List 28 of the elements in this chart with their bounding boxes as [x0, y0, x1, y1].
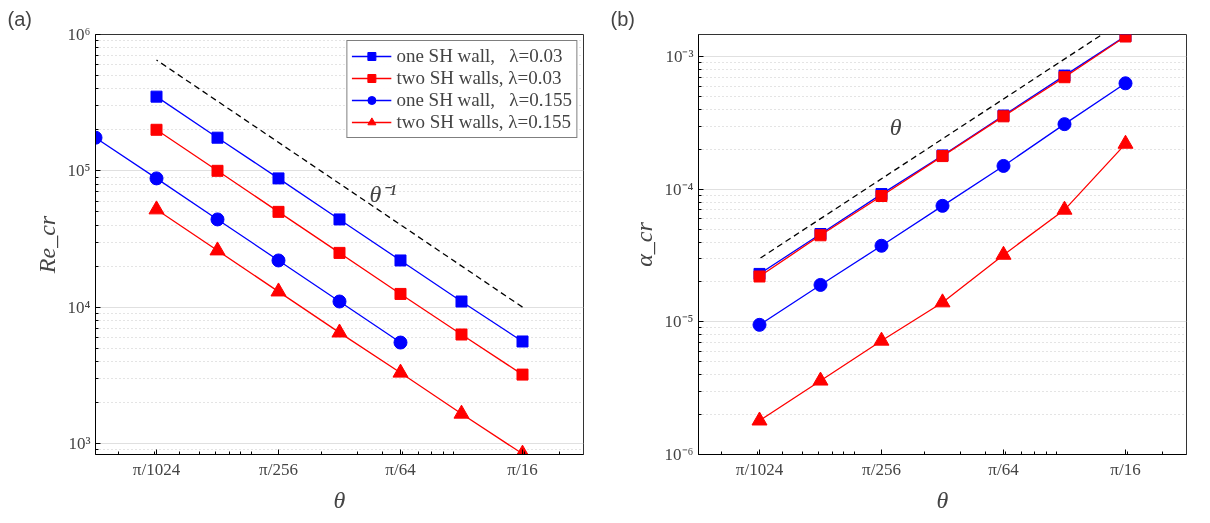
x-tick-label: π/16 — [507, 459, 538, 479]
y-tick-label: 10³ — [68, 433, 91, 453]
legend-label: one SH wall, λ=0.03 — [396, 45, 563, 67]
x-tick-label: π/1024 — [735, 459, 784, 479]
x-tick-label: π/256 — [259, 459, 298, 479]
y-tick-label: 10⁴ — [67, 297, 91, 317]
x-tick-label: π/1024 — [132, 459, 181, 479]
y-axis-title: Re_cr — [33, 215, 60, 275]
legend-label: two SH walls, λ=0.03 — [396, 67, 562, 89]
legend-label: one SH wall, λ=0.155 — [396, 89, 572, 111]
legend-label: two SH walls, λ=0.155 — [396, 111, 571, 133]
text: (b) — [610, 7, 635, 30]
y-tick-label: 10⁻⁵ — [664, 312, 694, 332]
text: (a) — [7, 7, 32, 30]
x-tick-label: π/256 — [862, 459, 901, 479]
annotation: θ⁻¹ — [369, 180, 397, 207]
x-tick-label: π/16 — [1110, 459, 1141, 479]
x-tick-label: π/64 — [988, 459, 1020, 479]
x-axis-title: θ — [936, 486, 949, 513]
y-tick-label: 10⁻³ — [665, 47, 694, 67]
x-tick-label: π/64 — [385, 459, 417, 479]
y-tick-label: 10⁻⁶ — [664, 445, 694, 464]
y-tick-label: 10⁶ — [67, 25, 91, 44]
x-axis-title: θ — [333, 486, 346, 513]
y-axis-title: α_cr — [630, 221, 657, 267]
annotation: θ — [889, 114, 902, 141]
y-tick-label: 10⁵ — [67, 161, 91, 181]
y-tick-label: 10⁻⁴ — [664, 179, 694, 199]
